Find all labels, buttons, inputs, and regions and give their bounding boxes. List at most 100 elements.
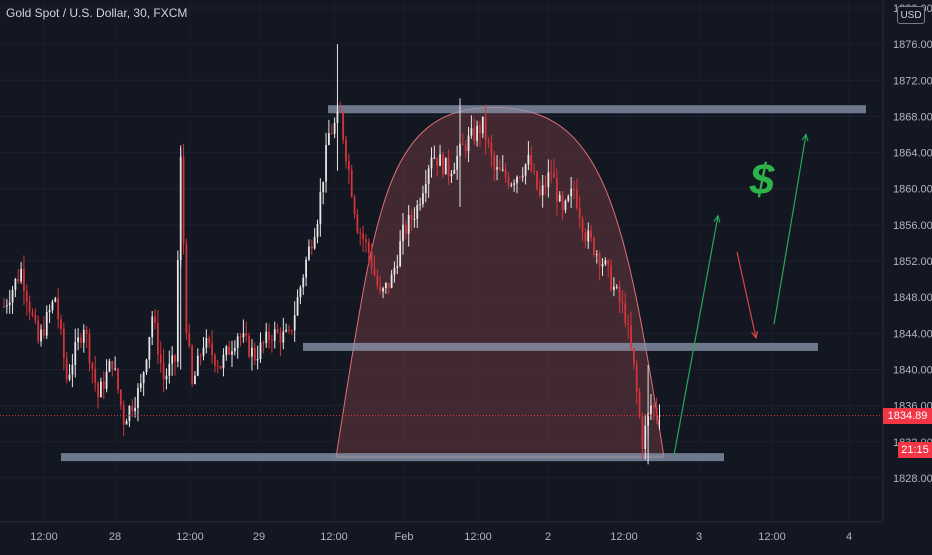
- candle-body: [162, 362, 165, 380]
- candle-body: [259, 342, 262, 359]
- time-tick-label: 12:00: [758, 531, 786, 543]
- candle-body: [553, 172, 555, 178]
- candle-body: [108, 361, 111, 372]
- candle-body: [20, 268, 22, 282]
- candle-body: [194, 375, 196, 385]
- candle-body: [139, 383, 142, 389]
- candle-body: [501, 169, 504, 171]
- candle-body: [621, 301, 624, 304]
- candle-body: [94, 368, 97, 384]
- candle-body: [433, 157, 436, 159]
- candle-body: [604, 260, 607, 264]
- candle-body: [322, 181, 325, 193]
- price-tick-label: 1852.00: [893, 256, 932, 268]
- support-resistance-band[interactable]: [328, 105, 866, 114]
- up-arrow[interactable]: [773, 134, 807, 325]
- price-tick-label: 1856.00: [893, 220, 932, 232]
- candle-body: [390, 274, 393, 288]
- candle-body: [208, 338, 211, 344]
- price-axis[interactable]: 1828.001832.001836.001840.001844.001848.…: [893, 3, 932, 485]
- candle-body: [584, 232, 587, 242]
- candle-body: [359, 232, 362, 234]
- candle-body: [422, 193, 424, 205]
- candle-body: [464, 144, 467, 151]
- currency-button[interactable]: USD: [897, 6, 925, 24]
- candle-body: [607, 260, 610, 266]
- arrow-head: [801, 133, 809, 142]
- candle-body: [624, 303, 627, 324]
- candle-body: [316, 224, 319, 238]
- down-arrow[interactable]: [736, 251, 757, 338]
- candle-body: [550, 172, 553, 174]
- candle-body: [650, 405, 652, 414]
- candle-body: [319, 192, 322, 225]
- price-tick-label: 1860.00: [893, 184, 932, 196]
- candle-body: [521, 175, 524, 178]
- candle-body: [513, 183, 516, 185]
- time-tick-label: 12:00: [464, 531, 492, 543]
- candle-body: [658, 415, 661, 417]
- candle-body: [382, 288, 384, 292]
- time-tick-label: Feb: [395, 531, 414, 543]
- candle-body: [610, 265, 612, 290]
- price-tick-label: 1868.00: [893, 111, 932, 123]
- candle-body: [504, 169, 507, 178]
- candle-body: [202, 347, 205, 356]
- candle-body: [273, 329, 276, 341]
- candle-body: [427, 168, 430, 185]
- candle-body: [533, 170, 535, 172]
- candle-body: [188, 333, 191, 347]
- price-tick-label: 1872.00: [893, 75, 932, 87]
- candle-body: [581, 218, 584, 233]
- candle-body: [527, 154, 530, 165]
- time-axis[interactable]: 12:00 28 12:00 29 12:00 Feb 12:00 2 12:00 3 12:00 4: [30, 531, 852, 543]
- candle-body: [80, 337, 82, 343]
- candle-body: [45, 312, 48, 336]
- candle-body: [182, 156, 185, 245]
- time-tick-label: 12:00: [610, 531, 638, 543]
- candle-body: [85, 329, 88, 335]
- candle-body: [590, 230, 592, 238]
- candle-body: [65, 358, 68, 380]
- candle-body: [339, 112, 342, 114]
- candle-body: [379, 285, 382, 292]
- candle-body: [131, 406, 134, 412]
- candle-body: [638, 391, 641, 417]
- candle-body: [168, 363, 171, 376]
- candle-body: [216, 365, 219, 367]
- candle-body: [618, 286, 621, 302]
- candle-body: [524, 164, 527, 176]
- support-resistance-band[interactable]: [303, 342, 818, 351]
- candle-body: [191, 346, 193, 385]
- support-resistance-band[interactable]: [61, 453, 724, 462]
- time-tick-label: 3: [696, 531, 702, 543]
- candle-body: [436, 157, 439, 166]
- candle-body: [114, 368, 117, 370]
- candle-body: [91, 363, 94, 369]
- candle-body: [430, 157, 433, 169]
- candle-body: [530, 154, 533, 171]
- candle-body: [251, 347, 253, 357]
- candle-body: [97, 383, 99, 398]
- candle-body: [31, 312, 34, 315]
- candle-body: [288, 329, 290, 331]
- candle-body: [385, 283, 387, 289]
- candle-body: [407, 215, 410, 234]
- up-arrow[interactable]: [673, 215, 719, 456]
- candle-body: [142, 372, 145, 384]
- candle-body: [516, 176, 518, 184]
- candle-body: [396, 266, 399, 268]
- candle-body: [402, 224, 404, 242]
- candle-body: [105, 371, 108, 390]
- candle-body: [655, 407, 658, 417]
- symbol-title[interactable]: Gold Spot / U.S. Dollar, 30, FXCM: [6, 6, 188, 20]
- candle-body: [302, 277, 305, 288]
- candle-body: [205, 338, 208, 348]
- candle-body: [185, 244, 188, 334]
- time-tick-label: 12:00: [176, 531, 204, 543]
- candle-body: [544, 185, 547, 188]
- candle-body: [299, 287, 302, 298]
- candle-body: [28, 301, 31, 313]
